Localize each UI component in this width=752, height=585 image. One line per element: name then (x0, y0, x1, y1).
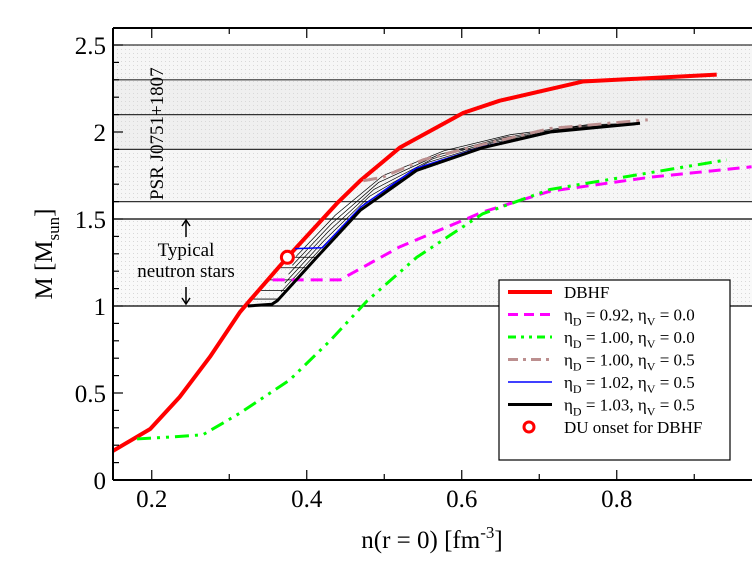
legend-label: DU onset for DBHF (564, 418, 702, 437)
legend-label-subscript: D (573, 360, 582, 374)
shaded-band-texture (113, 45, 752, 80)
y-axis-label: M [Msun] (31, 209, 63, 300)
legend-label-subscript: V (647, 337, 656, 351)
legend-label-part: = 0.0 (655, 328, 694, 347)
legend-label-part: = 1.02, η (582, 373, 647, 392)
legend-label-part: = 0.5 (655, 396, 694, 415)
legend-label: ηD = 1.00, ηV = 0.0 (564, 328, 695, 351)
shaded-bands (113, 45, 752, 306)
legend-label-part: η (564, 328, 573, 347)
series-line--d-1-00-v-0-0 (136, 158, 728, 441)
legend-label-part: = 0.92, η (582, 306, 647, 325)
legend-label: ηD = 1.02, ηV = 0.5 (564, 373, 695, 396)
y-tick-label: 1.5 (75, 207, 106, 234)
legend-label: ηD = 1.03, ηV = 0.5 (564, 396, 695, 419)
x-tick-label: 0.2 (136, 486, 167, 513)
legend-label-subscript: D (573, 382, 582, 396)
legend-label-part: η (564, 306, 573, 325)
arrow-up-icon (181, 218, 191, 237)
typical-label-line1: Typical (158, 240, 215, 261)
legend-label-part: = 1.00, η (582, 351, 647, 370)
series-line--d-0-92-v-0-0 (272, 165, 752, 282)
arrow-down-icon (181, 287, 191, 306)
legend-marker-circle-icon (522, 420, 536, 434)
legend-label-part: = 1.00, η (582, 328, 647, 347)
label-end: ] (31, 209, 58, 217)
shaded-band-texture (113, 149, 752, 202)
legend-label-part: DBHF (564, 283, 609, 302)
y-tick-label: 1 (94, 294, 107, 321)
legend-label-part: η (564, 396, 573, 415)
legend-label-subscript: D (573, 315, 582, 329)
pulsar-label: PSR J0751+1807 (147, 67, 168, 200)
tick-labels: 0.2 0.4 0.6 0.8 0 0.5 1 1.5 2 2.5 (75, 33, 633, 513)
legend-label-subscript: V (647, 315, 656, 329)
series-lines (113, 72, 752, 453)
series-line-dbhf (113, 72, 717, 453)
legend-label-part: = 0.5 (655, 373, 694, 392)
legend-label-part: = 1.03, η (582, 396, 647, 415)
legend-label-part: DU onset for DBHF (564, 418, 702, 437)
label-text: n(r = 0) [fm (361, 527, 480, 554)
y-tick-label: 0.5 (75, 381, 106, 408)
legend-box (498, 279, 731, 461)
label-text: M [M (31, 240, 58, 299)
legend-label: ηD = 0.92, ηV = 0.0 (564, 306, 695, 329)
y-tick-label: 0 (94, 468, 107, 495)
x-tick-label: 0.4 (291, 486, 323, 513)
x-tick-label: 0.8 (601, 486, 632, 513)
legend-label-part: η (564, 373, 573, 392)
y-tick-label: 2 (94, 120, 107, 147)
markers (279, 249, 295, 265)
label-script: sun (44, 216, 63, 240)
legend-label-subscript: V (647, 360, 656, 374)
series-line--d-1-03-v-0-5 (247, 121, 641, 308)
legend-label: DBHF (564, 283, 609, 302)
x-tick-label: 0.6 (446, 486, 477, 513)
x-axis-label: n(r = 0) [fm-3] (361, 523, 502, 554)
label-script: -3 (480, 523, 494, 542)
legend-label-subscript: D (573, 405, 582, 419)
label-end: ] (494, 527, 502, 554)
legend-label-part: = 0.5 (655, 351, 694, 370)
legend-label-part: = 0.0 (655, 306, 694, 325)
legend-label: ηD = 1.00, ηV = 0.5 (564, 351, 695, 374)
legend-label-subscript: V (647, 405, 656, 419)
y-tick-label: 2.5 (75, 33, 106, 60)
reference-lines (113, 44, 752, 307)
annotations: PSR J0751+1807 Typical neutron stars (137, 67, 235, 306)
axes (112, 27, 752, 481)
legend-label-subscript: D (573, 337, 582, 351)
du-onset-marker (279, 249, 295, 265)
legend-label-part: η (564, 351, 573, 370)
series-line--d-1-00-v-0-5 (363, 118, 648, 183)
legend-label-subscript: V (647, 382, 656, 396)
typical-label-line2: neutron stars (137, 261, 235, 282)
